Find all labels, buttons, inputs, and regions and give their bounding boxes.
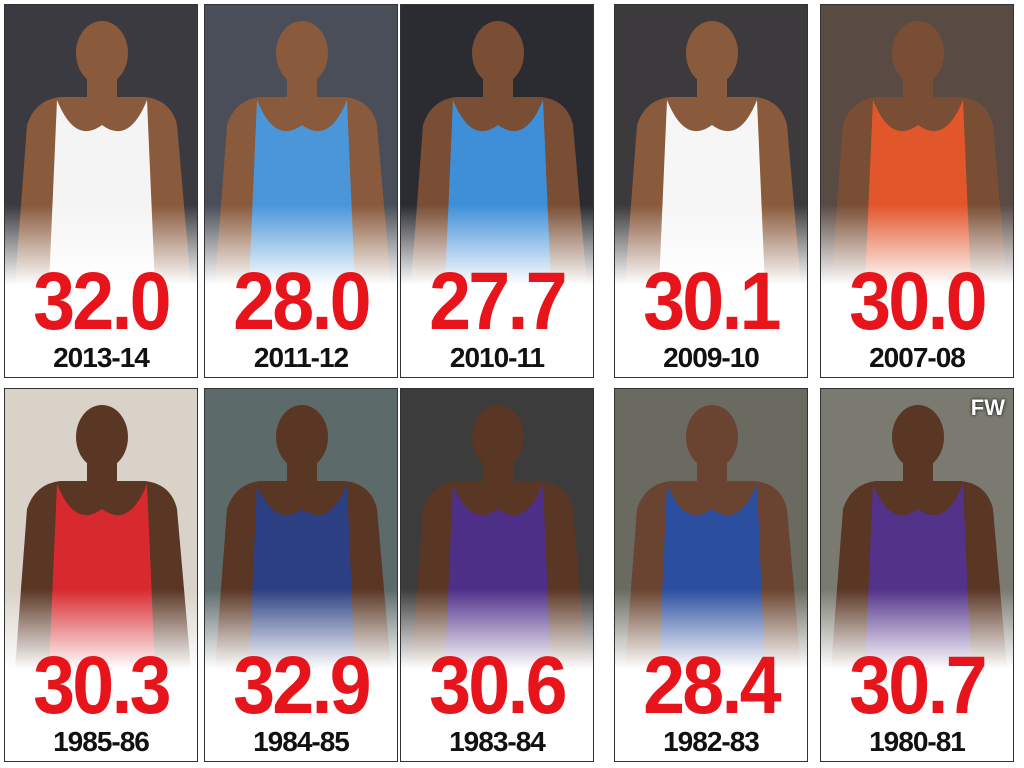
season-label: 1980-81 (869, 726, 966, 757)
head (892, 21, 944, 85)
ppg-value: 32.9 (233, 640, 372, 731)
label-bg (5, 669, 197, 761)
player-photo (205, 389, 397, 761)
ppg-value: 30.3 (33, 640, 172, 731)
ppg-value: 30.0 (849, 256, 988, 347)
player-photo (205, 5, 397, 377)
fade (205, 589, 397, 669)
season-label: 1982-83 (663, 726, 760, 757)
player-photo (5, 5, 197, 377)
label-bg (821, 669, 1013, 761)
fade (5, 205, 197, 285)
label-bg (5, 285, 197, 377)
player-photo (615, 5, 807, 377)
fade (821, 205, 1013, 285)
stat-card: 30.1 2009-10 (614, 4, 808, 378)
head (276, 21, 328, 85)
ppg-value: 32.0 (33, 256, 172, 347)
stat-card: 30.0 2007-08 (820, 4, 1014, 378)
player-photo (401, 389, 593, 761)
head (472, 405, 524, 469)
stat-card: 30.3 1985-86 (4, 388, 198, 762)
stat-card: 30.6 1983-84 (400, 388, 594, 762)
season-label: 2007-08 (869, 342, 966, 373)
season-label: 1984-85 (253, 726, 350, 757)
season-label: 2010-11 (449, 342, 545, 373)
season-label: 2013-14 (53, 342, 150, 373)
ppg-value: 30.1 (643, 256, 782, 347)
player-photo (821, 5, 1013, 377)
fade (615, 589, 807, 669)
fade (5, 589, 197, 669)
head (686, 21, 738, 85)
stat-card: 30.7 1980-81 FW (820, 388, 1014, 762)
ppg-value: 30.7 (849, 640, 988, 731)
fade (615, 205, 807, 285)
head (276, 405, 328, 469)
ppg-value: 28.0 (233, 256, 372, 347)
player-photo (401, 5, 593, 377)
stat-card: 32.0 2013-14 (4, 4, 198, 378)
fade (205, 205, 397, 285)
ppg-value: 28.4 (643, 640, 782, 731)
head (76, 21, 128, 85)
fade (821, 589, 1013, 669)
label-bg (401, 285, 593, 377)
ppg-value: 27.7 (429, 256, 568, 347)
season-label: 1985-86 (53, 726, 150, 757)
label-bg (821, 285, 1013, 377)
label-bg (615, 285, 807, 377)
ppg-value: 30.6 (429, 640, 568, 731)
player-photo (821, 389, 1013, 761)
label-bg (401, 669, 593, 761)
label-bg (205, 669, 397, 761)
fade (401, 589, 593, 669)
player-photo (615, 389, 807, 761)
stat-card: 28.0 2011-12 (204, 4, 398, 378)
player-photo (5, 389, 197, 761)
watermark: FW (970, 395, 1005, 420)
season-label: 2011-12 (253, 342, 349, 373)
head (686, 405, 738, 469)
head (76, 405, 128, 469)
head (892, 405, 944, 469)
head (472, 21, 524, 85)
season-label: 2009-10 (663, 342, 760, 373)
fade (401, 205, 593, 285)
label-bg (615, 669, 807, 761)
label-bg (205, 285, 397, 377)
stat-card: 28.4 1982-83 (614, 388, 808, 762)
stat-card: 27.7 2010-11 (400, 4, 594, 378)
stat-card: 32.9 1984-85 (204, 388, 398, 762)
season-label: 1983-84 (449, 726, 546, 757)
